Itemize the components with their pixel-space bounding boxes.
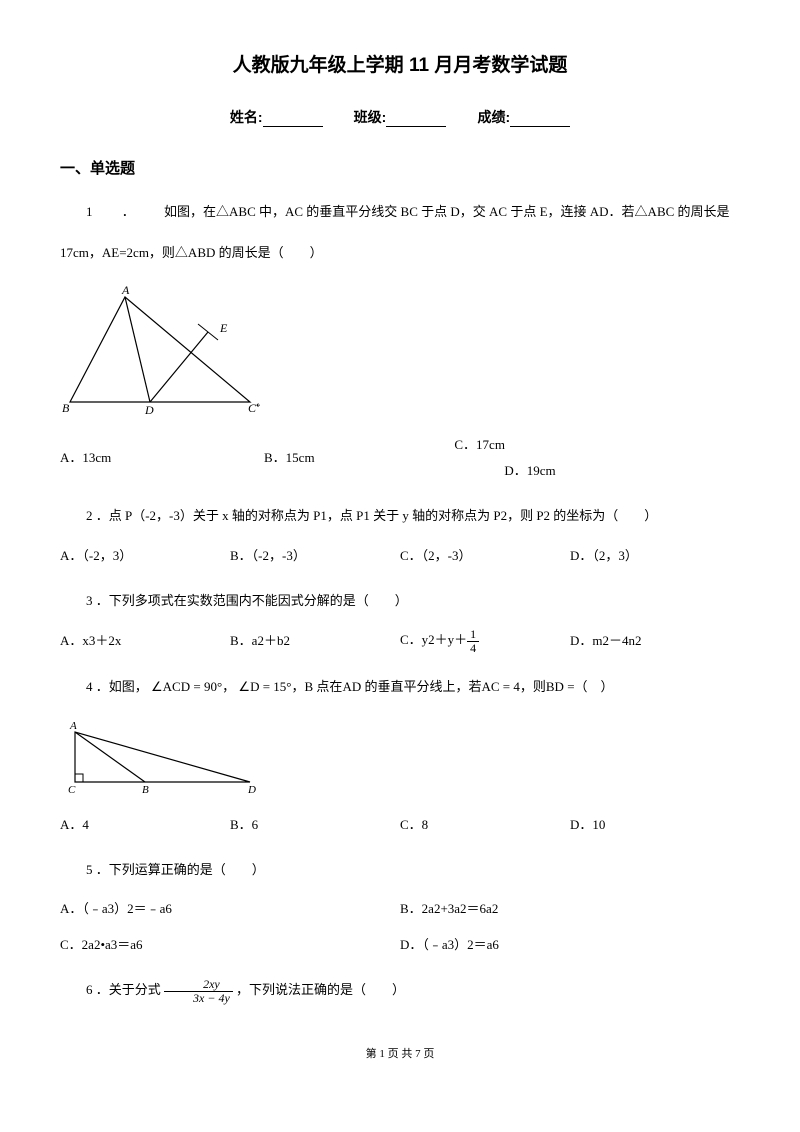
q4-mid2: 的垂直平分线上，若 — [361, 679, 481, 694]
question-2: 2 ．点 P（-2，-3）关于 x 轴的对称点为 P1，点 P1 关于 y 轴的… — [60, 502, 740, 531]
q1-opt-d: D．19cm — [454, 458, 740, 484]
score-label: 成绩: — [477, 109, 510, 125]
q1-opt-a: A．13cm — [60, 445, 264, 471]
q5-opt-b: B．2a2+3a2＝6a2 — [400, 896, 740, 922]
class-blank — [386, 112, 446, 127]
q3-c-den: 4 — [467, 642, 479, 655]
q2-opt-d: D．（2，3） — [570, 543, 740, 569]
q4-end: （ ） — [575, 679, 614, 694]
name-blank — [263, 112, 323, 127]
q6-post: ，下列说法正确的是（ ） — [236, 982, 405, 997]
svg-text:D: D — [144, 403, 154, 417]
q4-options: A．4 B．6 C．8 D．10 — [60, 812, 740, 838]
fraction-icon: 14 — [467, 628, 479, 655]
q4-ad: AD — [342, 679, 361, 694]
q6-pre: 6 ．关于分式 — [86, 982, 161, 997]
q4-figure: A C B D — [60, 717, 740, 797]
q1-figure: A B C D E ↵ — [60, 282, 740, 417]
q2-options: A．（-2，3） B．（-2，-3） C．（2，-3） D．（2，3） — [60, 543, 740, 569]
q1-options: A．13cm B．15cm C．17cm D．19cm — [60, 432, 740, 484]
q4-bd: BD = — [546, 679, 575, 694]
q3-c-num: 1 — [467, 628, 479, 642]
q4-opt-a: A．4 — [60, 812, 230, 838]
question-1: 1 ． 如图，在△ABC 中，AC 的垂直平分线交 BC 于点 D，交 AC 于… — [60, 198, 740, 227]
question-4: 4 ．如图， ∠ACD = 90°， ∠D = 15°，B 点在AD 的垂直平分… — [60, 673, 740, 702]
q4-pre: 4 ．如图， — [86, 679, 148, 694]
svg-text:A: A — [69, 720, 77, 732]
q1-text2: 17cm，AE=2cm，则△ABD 的周长是（ ） — [60, 239, 740, 268]
q3-opt-d: D．m2－4n2 — [570, 628, 740, 654]
q2-opt-b: B．（-2，-3） — [230, 543, 400, 569]
q6-den: 3x − 4y — [164, 992, 233, 1005]
q1-opt-c: C．17cm — [454, 432, 740, 458]
class-label: 班级: — [354, 109, 387, 125]
q5-opt-d: D．（﹣a3）2＝a6 — [400, 932, 740, 958]
q2-opt-a: A．（-2，3） — [60, 543, 230, 569]
q4-d: ∠D = 15° — [238, 679, 291, 694]
q4-s1: ， — [222, 679, 235, 694]
q2-opt-c: C．（2，-3） — [400, 543, 570, 569]
exam-title: 人教版九年级上学期 11 月月考数学试题 — [60, 50, 740, 77]
student-info-line: 姓名: 班级: 成绩: — [60, 107, 740, 127]
q1-text: 如图，在△ABC 中，AC 的垂直平分线交 BC 于点 D，交 AC 于点 E，… — [164, 204, 730, 219]
q5-opt-c: C．2a2•a3＝a6 — [60, 932, 400, 958]
svg-text:B: B — [62, 401, 70, 415]
svg-text:E: E — [219, 321, 228, 335]
svg-text:B: B — [142, 784, 149, 796]
q5-options: A．（﹣a3）2＝﹣a6 B．2a2+3a2＝6a2 C．2a2•a3＝a6 D… — [60, 896, 740, 958]
q3-c-pre: C．y2＋y＋ — [400, 632, 467, 647]
triangle-abc-icon: A B C D E ↵ — [60, 282, 260, 417]
q4-mid: 点在 — [313, 679, 342, 694]
section-1-header: 一、单选题 — [60, 157, 740, 178]
score-blank — [510, 112, 570, 127]
triangle-acd-icon: A C B D — [60, 717, 260, 797]
q4-s3: ，则 — [520, 679, 546, 694]
q3-opt-c: C．y2＋y＋14 — [400, 627, 570, 655]
q1-dot: ． — [122, 204, 135, 219]
svg-text:C: C — [68, 784, 76, 796]
q1-num: 1 — [86, 204, 93, 219]
q4-opt-b: B．6 — [230, 812, 400, 838]
question-6: 6 ．关于分式 2xy 3x − 4y ，下列说法正确的是（ ） — [60, 976, 740, 1005]
q4-acd: ∠ACD = 90° — [151, 679, 222, 694]
q4-ac: AC = 4 — [481, 679, 519, 694]
q6-num: 2xy — [164, 978, 233, 992]
exam-page: 人教版九年级上学期 11 月月考数学试题 姓名: 班级: 成绩: 一、单选题 1… — [0, 0, 800, 1091]
name-label: 姓名: — [230, 109, 263, 125]
q3-opt-b: B．a2＋b2 — [230, 628, 400, 654]
fraction-icon: 2xy 3x − 4y — [164, 978, 233, 1005]
q4-opt-d: D．10 — [570, 812, 740, 838]
q4-opt-c: C．8 — [400, 812, 570, 838]
q5-opt-a: A．（﹣a3）2＝﹣a6 — [60, 896, 400, 922]
svg-text:A: A — [121, 283, 130, 297]
q3-options: A．x3＋2x B．a2＋b2 C．y2＋y＋14 D．m2－4n2 — [60, 627, 740, 655]
svg-text:D: D — [247, 784, 256, 796]
q4-s2: ，B — [292, 679, 314, 694]
q3-opt-a: A．x3＋2x — [60, 628, 230, 654]
svg-text:↵: ↵ — [256, 400, 260, 410]
question-5: 5 ．下列运算正确的是（ ） — [60, 856, 740, 885]
page-footer: 第 1 页 共 7 页 — [60, 1045, 740, 1061]
question-3: 3 ．下列多项式在实数范围内不能因式分解的是（ ） — [60, 587, 740, 616]
q1-opt-b: B．15cm — [264, 445, 454, 471]
